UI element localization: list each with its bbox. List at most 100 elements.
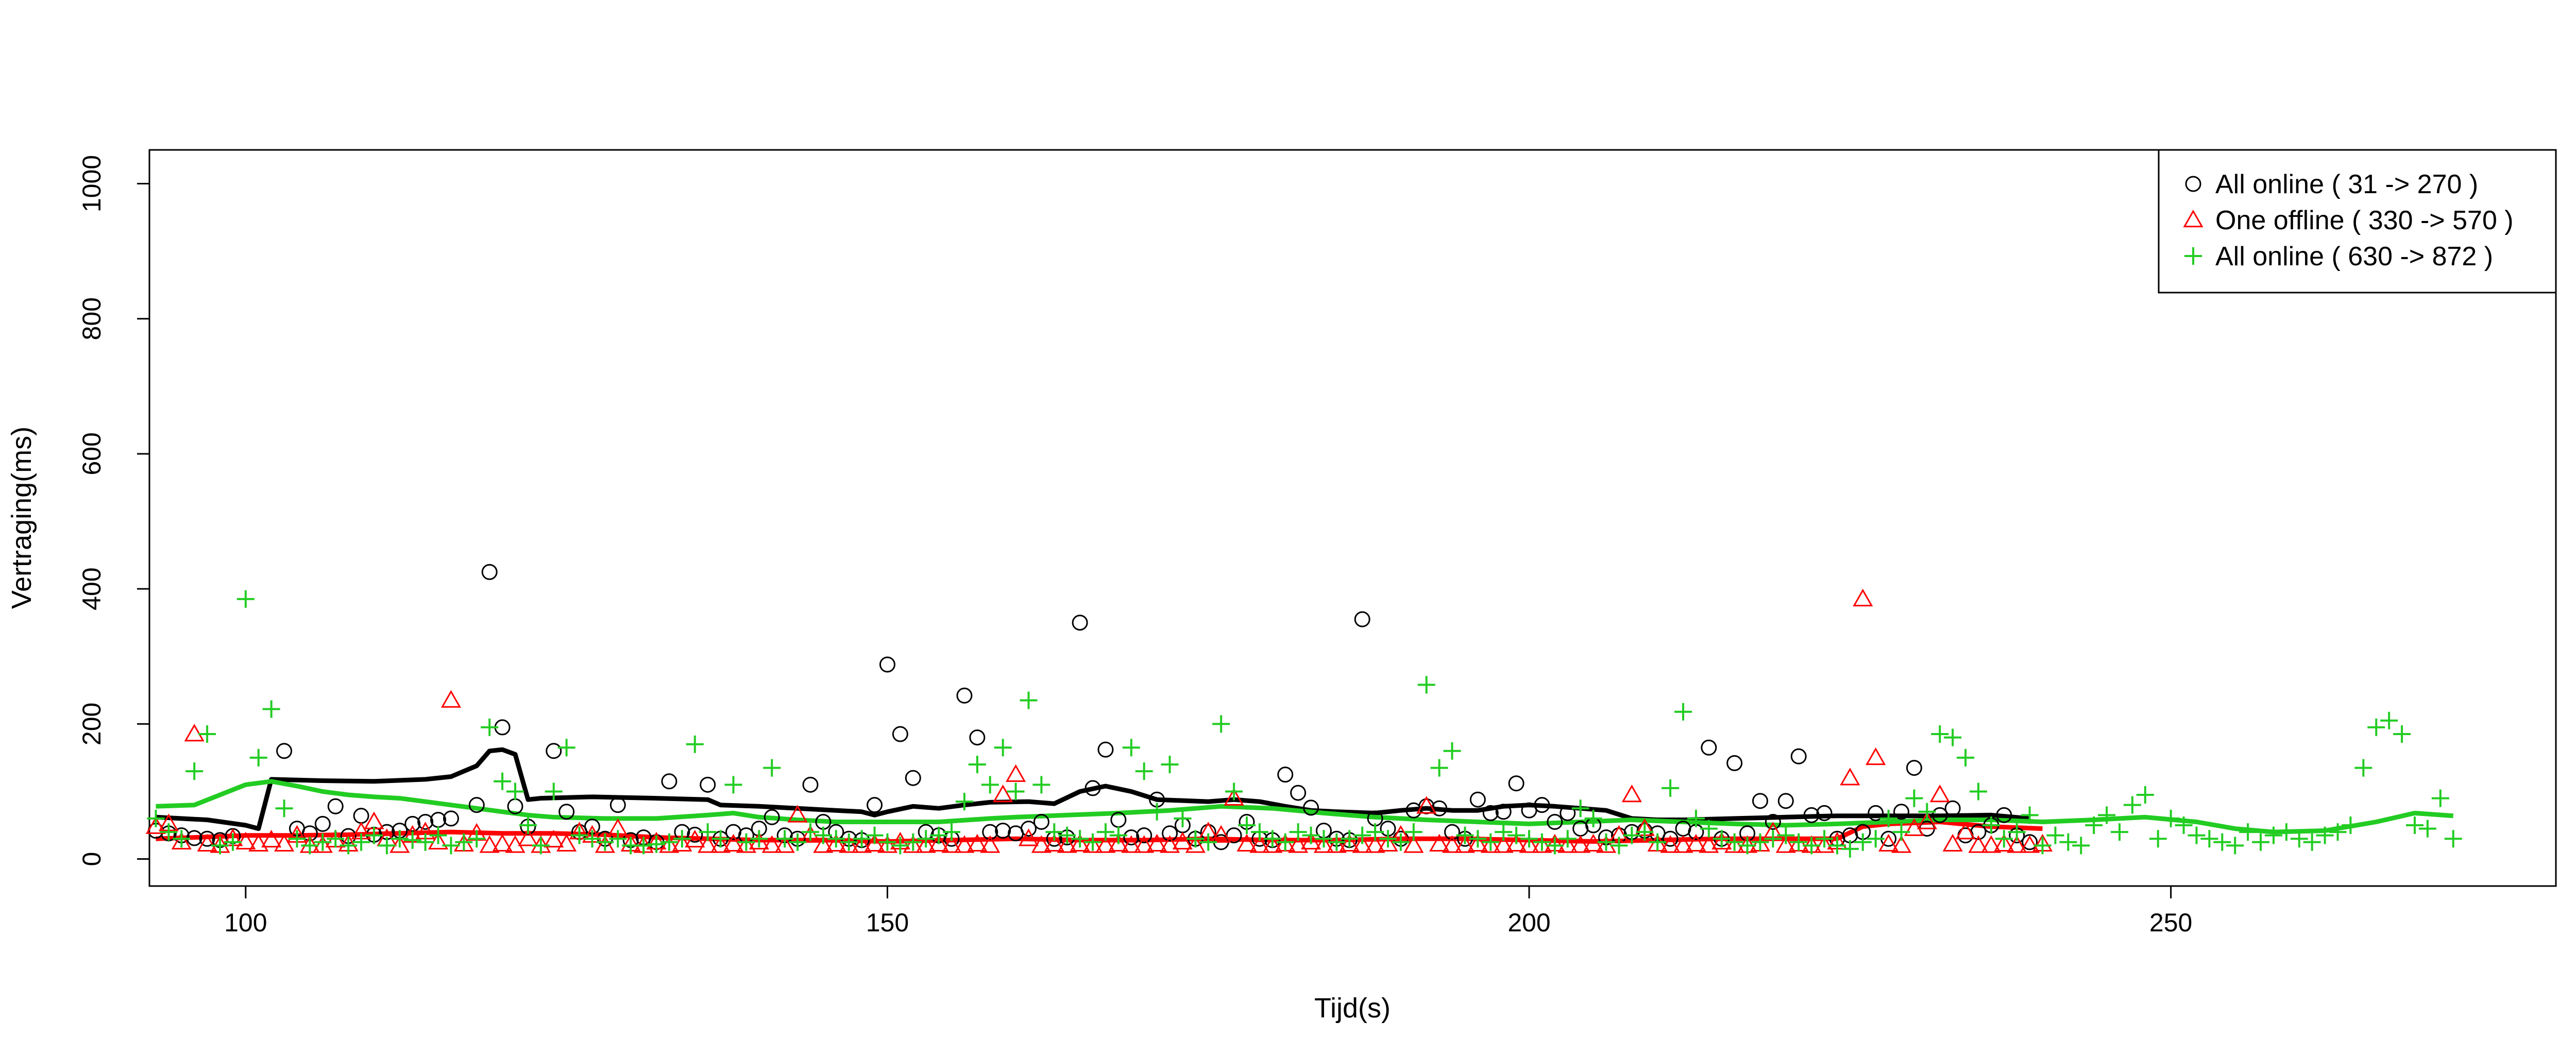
legend-label-2: One offline ( 330 -> 570 ): [2215, 206, 2514, 235]
series-3-point: [814, 826, 832, 844]
series-3-point: [2110, 823, 2128, 841]
series-2-point: [1300, 831, 1321, 850]
series-2-point: [903, 835, 923, 853]
series-1-point: [687, 826, 703, 843]
series-1-point: [1136, 827, 1153, 844]
series-1-point: [404, 815, 421, 832]
series-1-point: [1020, 821, 1037, 837]
series-3-point: [943, 823, 960, 841]
series-3-point: [1546, 837, 1564, 855]
series-3-point: [1341, 830, 1359, 848]
series-1-point: [468, 797, 485, 813]
series-2-point: [954, 835, 975, 853]
series-3-point: [1751, 833, 1769, 851]
series-3-points: [147, 590, 2462, 858]
series-3-point: [2033, 837, 2052, 855]
y-tick-label: 0: [77, 852, 106, 866]
series-2-point: [928, 833, 949, 852]
series-3-point: [1032, 776, 1050, 794]
series-3-point: [2393, 725, 2411, 743]
series-1-point: [764, 809, 780, 825]
series-2-point: [261, 829, 282, 848]
series-2-point: [1724, 835, 1745, 853]
series-3-point: [455, 833, 473, 851]
series-3-point: [750, 830, 768, 848]
series-1-point: [1482, 805, 1499, 821]
series-2-point: [774, 835, 795, 853]
series-3-point: [211, 837, 229, 855]
series-2-point: [235, 831, 256, 850]
series-3-point: [1404, 823, 1422, 841]
x-tick-label: 150: [866, 908, 909, 937]
series-3-point: [1187, 830, 1205, 848]
series-3-point: [160, 823, 178, 841]
series-2-point: [1134, 835, 1155, 853]
series-3-point: [1328, 833, 1346, 851]
series-2-point: [993, 784, 1013, 803]
series-3-point: [1495, 823, 1513, 841]
series-2-point: [813, 835, 834, 853]
series-1-point: [1752, 793, 1768, 809]
series-2-point: [1596, 835, 1617, 853]
series-2-point: [1994, 833, 2014, 852]
x-tick-label: 200: [1507, 908, 1550, 937]
series-3-point: [789, 833, 807, 851]
series-3-point: [378, 837, 396, 855]
series-3-point: [185, 762, 204, 780]
y-tick-label: 1000: [77, 155, 106, 212]
series-2-point: [967, 833, 988, 852]
series-3-point: [904, 833, 922, 851]
y-tick-label: 200: [77, 703, 106, 745]
series-2-point: [479, 835, 500, 853]
series-3-point: [1713, 830, 1731, 848]
series-3-point: [481, 718, 499, 736]
series-2-point: [1031, 835, 1052, 853]
series-3-point: [2329, 823, 2347, 841]
series-2-point: [1621, 784, 1642, 803]
series-3-point: [1584, 809, 1602, 827]
series-3-point: [2290, 830, 2308, 848]
series-2-point: [787, 805, 808, 823]
series-3-point: [1071, 830, 1089, 848]
series-2-point: [428, 831, 449, 850]
series-3-point: [711, 830, 730, 848]
series-3-point: [557, 739, 575, 757]
series-3-point: [1777, 826, 1795, 844]
series-2-point: [749, 831, 769, 850]
series-3-point: [699, 823, 717, 841]
series-3-point: [2085, 816, 2103, 835]
series-3-point: [2072, 837, 2090, 855]
series-2-point: [1121, 835, 1142, 853]
series-3-point: [224, 833, 242, 851]
series-3-point: [660, 833, 678, 851]
series-3-point: [1289, 823, 1307, 841]
series-3-point: [1738, 837, 1756, 855]
series-3-point: [1366, 823, 1384, 841]
series-3-point: [442, 837, 460, 855]
series-3-point: [1161, 756, 1179, 774]
series-3-point: [1045, 823, 1063, 841]
series-1-point: [1701, 739, 1717, 756]
legend-marker-1: [2185, 176, 2201, 192]
series-3-point: [968, 756, 986, 774]
series-2-point: [698, 835, 718, 853]
series-3-point: [2226, 837, 2244, 855]
series-2-point: [1095, 835, 1116, 853]
series-3-point: [1302, 826, 1320, 844]
series-3-point: [1558, 830, 1577, 848]
series-3-point: [2021, 806, 2039, 824]
series-3-point: [1879, 809, 1897, 827]
series-1-point: [1803, 807, 1820, 823]
series-3-point: [1250, 823, 1268, 841]
series-1-point: [558, 804, 575, 820]
series-2-point: [1570, 835, 1591, 853]
series-3-point: [2046, 826, 2064, 844]
series-3-point: [1417, 676, 1435, 694]
series-2-point: [440, 690, 462, 708]
series-2-point: [1057, 835, 1077, 853]
series-2-point: [1108, 833, 1129, 852]
series-3-point: [494, 772, 512, 790]
series-3-point: [1430, 759, 1448, 777]
series-3-point: [635, 837, 653, 855]
